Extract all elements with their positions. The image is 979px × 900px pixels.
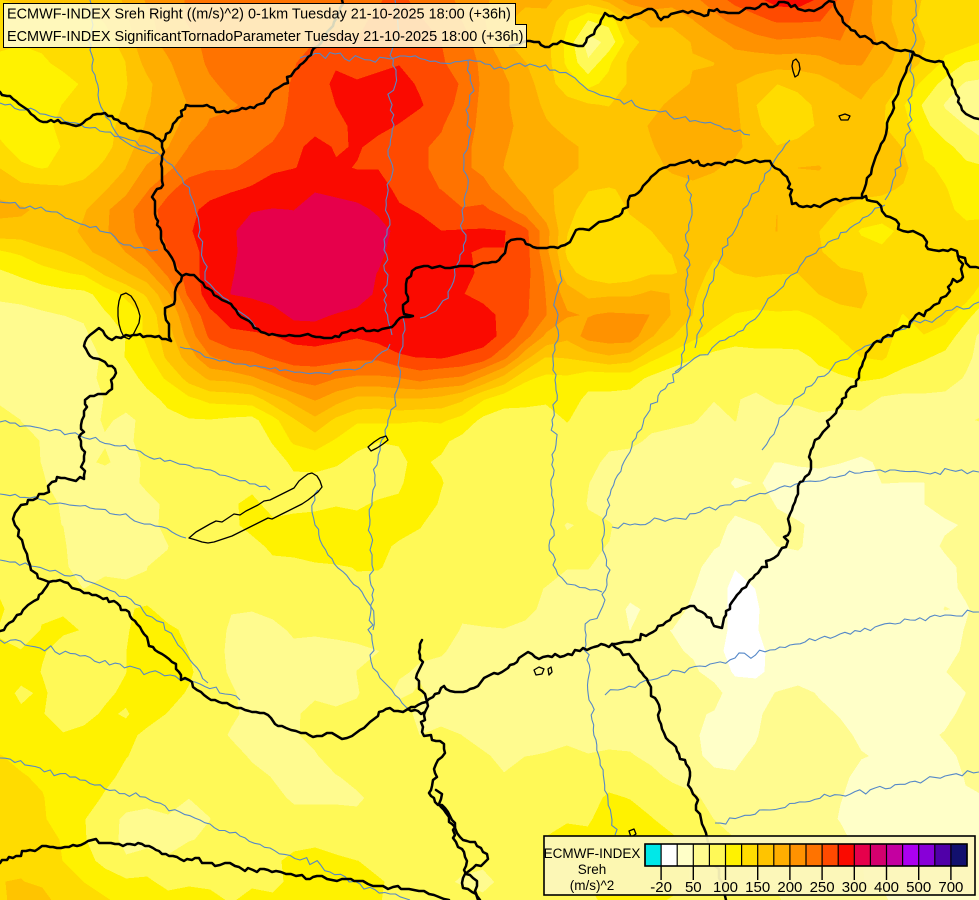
svg-text:-20: -20 — [650, 879, 672, 896]
svg-text:250: 250 — [810, 879, 835, 896]
svg-text:100: 100 — [713, 879, 738, 896]
svg-text:150: 150 — [745, 879, 770, 896]
svg-text:400: 400 — [874, 879, 899, 896]
svg-text:500: 500 — [906, 879, 931, 896]
svg-text:(m/s)^2: (m/s)^2 — [570, 878, 615, 893]
svg-text:300: 300 — [842, 879, 867, 896]
svg-text:200: 200 — [777, 879, 802, 896]
svg-text:50: 50 — [685, 879, 702, 896]
svg-text:Sreh: Sreh — [578, 862, 607, 877]
svg-text:ECMWF-INDEX Sreh Right ((m/s)^: ECMWF-INDEX Sreh Right ((m/s)^2) 0-1km T… — [7, 7, 511, 23]
svg-text:700: 700 — [938, 879, 963, 896]
svg-text:ECMWF-INDEX SignificantTornado: ECMWF-INDEX SignificantTornadoParameter … — [7, 29, 523, 45]
svg-text:ECMWF-INDEX: ECMWF-INDEX — [544, 846, 641, 861]
